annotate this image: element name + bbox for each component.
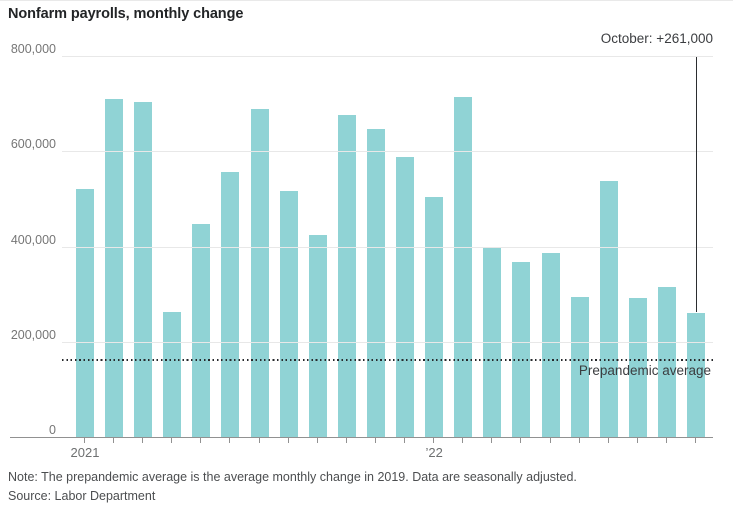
y-axis-label: 0: [49, 423, 56, 437]
bar-slot: [192, 224, 211, 443]
x-tick: [316, 438, 318, 443]
bar-slot: [250, 108, 269, 443]
x-axis-label: ’22: [425, 445, 443, 460]
bar-2022-08: [628, 297, 647, 437]
x-tick: [665, 438, 667, 443]
bar-slot: [337, 114, 356, 443]
x-tick: [549, 438, 551, 443]
bar-slot: [512, 261, 531, 443]
bar-2022-09: [657, 286, 676, 437]
x-tick: [287, 438, 289, 443]
x-axis-line: [10, 437, 713, 438]
y-axis-label: 800,000: [10, 42, 56, 56]
gridline: [62, 341, 713, 343]
bar-2022-01: [425, 196, 444, 437]
x-tick: [636, 438, 638, 443]
plot-area: Prepandemic average 800,000 600,000 400,00…: [10, 42, 713, 443]
bar-slot: [454, 96, 473, 443]
bar-2021-06: [221, 171, 240, 437]
y-axis-label: 200,000: [10, 327, 56, 342]
x-tick: [374, 438, 376, 443]
x-tick: [113, 438, 115, 443]
x-axis-labels: 2021 ’22: [0, 445, 733, 463]
bar-slot: [686, 312, 705, 443]
x-tick: [520, 438, 522, 443]
bar-2021-03: [134, 101, 153, 437]
x-tick: [404, 438, 406, 443]
x-tick: [171, 438, 173, 443]
bar-2021-07: [250, 108, 269, 437]
x-tick: [200, 438, 202, 443]
bar-slot: [76, 189, 94, 443]
bars-container: [76, 56, 705, 443]
bar-2022-05: [541, 253, 560, 437]
bar-2021-05: [192, 224, 211, 437]
x-axis-label: 2021: [70, 445, 100, 460]
gridline: [62, 246, 713, 248]
bar-2021-01: [76, 189, 94, 437]
x-tick: [491, 438, 493, 443]
bar-2021-10: [337, 114, 356, 437]
footnote: Note: The prepandemic average is the ave…: [8, 470, 577, 484]
x-tick: [258, 438, 260, 443]
y-axis-label: 600,000: [10, 137, 56, 152]
top-divider: [0, 0, 733, 1]
x-tick: [607, 438, 609, 443]
bar-2021-11: [366, 128, 385, 437]
x-tick: [578, 438, 580, 443]
source-line: Source: Labor Department: [8, 489, 156, 503]
prepandemic-average-line: [62, 359, 713, 362]
prepandemic-average-label: Prepandemic average: [578, 363, 711, 379]
gridline: [62, 151, 713, 153]
bar-slot: [425, 196, 444, 443]
bar-slot: [599, 181, 618, 443]
bar-slot: [628, 297, 647, 443]
bar-2022-10: [686, 312, 705, 437]
x-tick: [345, 438, 347, 443]
bar-slot: [657, 286, 676, 443]
bar-slot: [308, 235, 327, 443]
bar-2022-02: [454, 96, 473, 437]
x-tick: [462, 438, 464, 443]
x-tick: [84, 438, 85, 443]
chart-title: Nonfarm payrolls, monthly change: [8, 6, 244, 22]
bar-slot: [134, 101, 153, 443]
bar-2022-04: [512, 261, 531, 437]
bar-2021-12: [396, 156, 415, 437]
bar-slot: [105, 98, 124, 443]
x-tick: [694, 438, 696, 443]
bar-2021-09: [308, 235, 327, 437]
bar-2021-02: [105, 98, 124, 437]
bar-slot: [163, 311, 182, 443]
gridline: [62, 56, 713, 57]
bar-2022-07: [599, 181, 618, 437]
x-tick: [142, 438, 144, 443]
bar-slot: [570, 297, 589, 443]
x-tick: [433, 438, 435, 443]
bar-2021-04: [163, 311, 182, 437]
annotation-pointer-line: [696, 57, 697, 312]
bar-2022-06: [570, 297, 589, 437]
y-axis-label: 400,000: [10, 232, 56, 247]
bar-slot: [279, 190, 298, 443]
october-annotation-label: October: +261,000: [600, 31, 713, 46]
bar-slot: [541, 253, 560, 443]
bar-slot: [221, 171, 240, 443]
bar-slot: [366, 128, 385, 443]
x-tick: [229, 438, 231, 443]
bar-2021-08: [279, 190, 298, 437]
bar-slot: [396, 156, 415, 443]
